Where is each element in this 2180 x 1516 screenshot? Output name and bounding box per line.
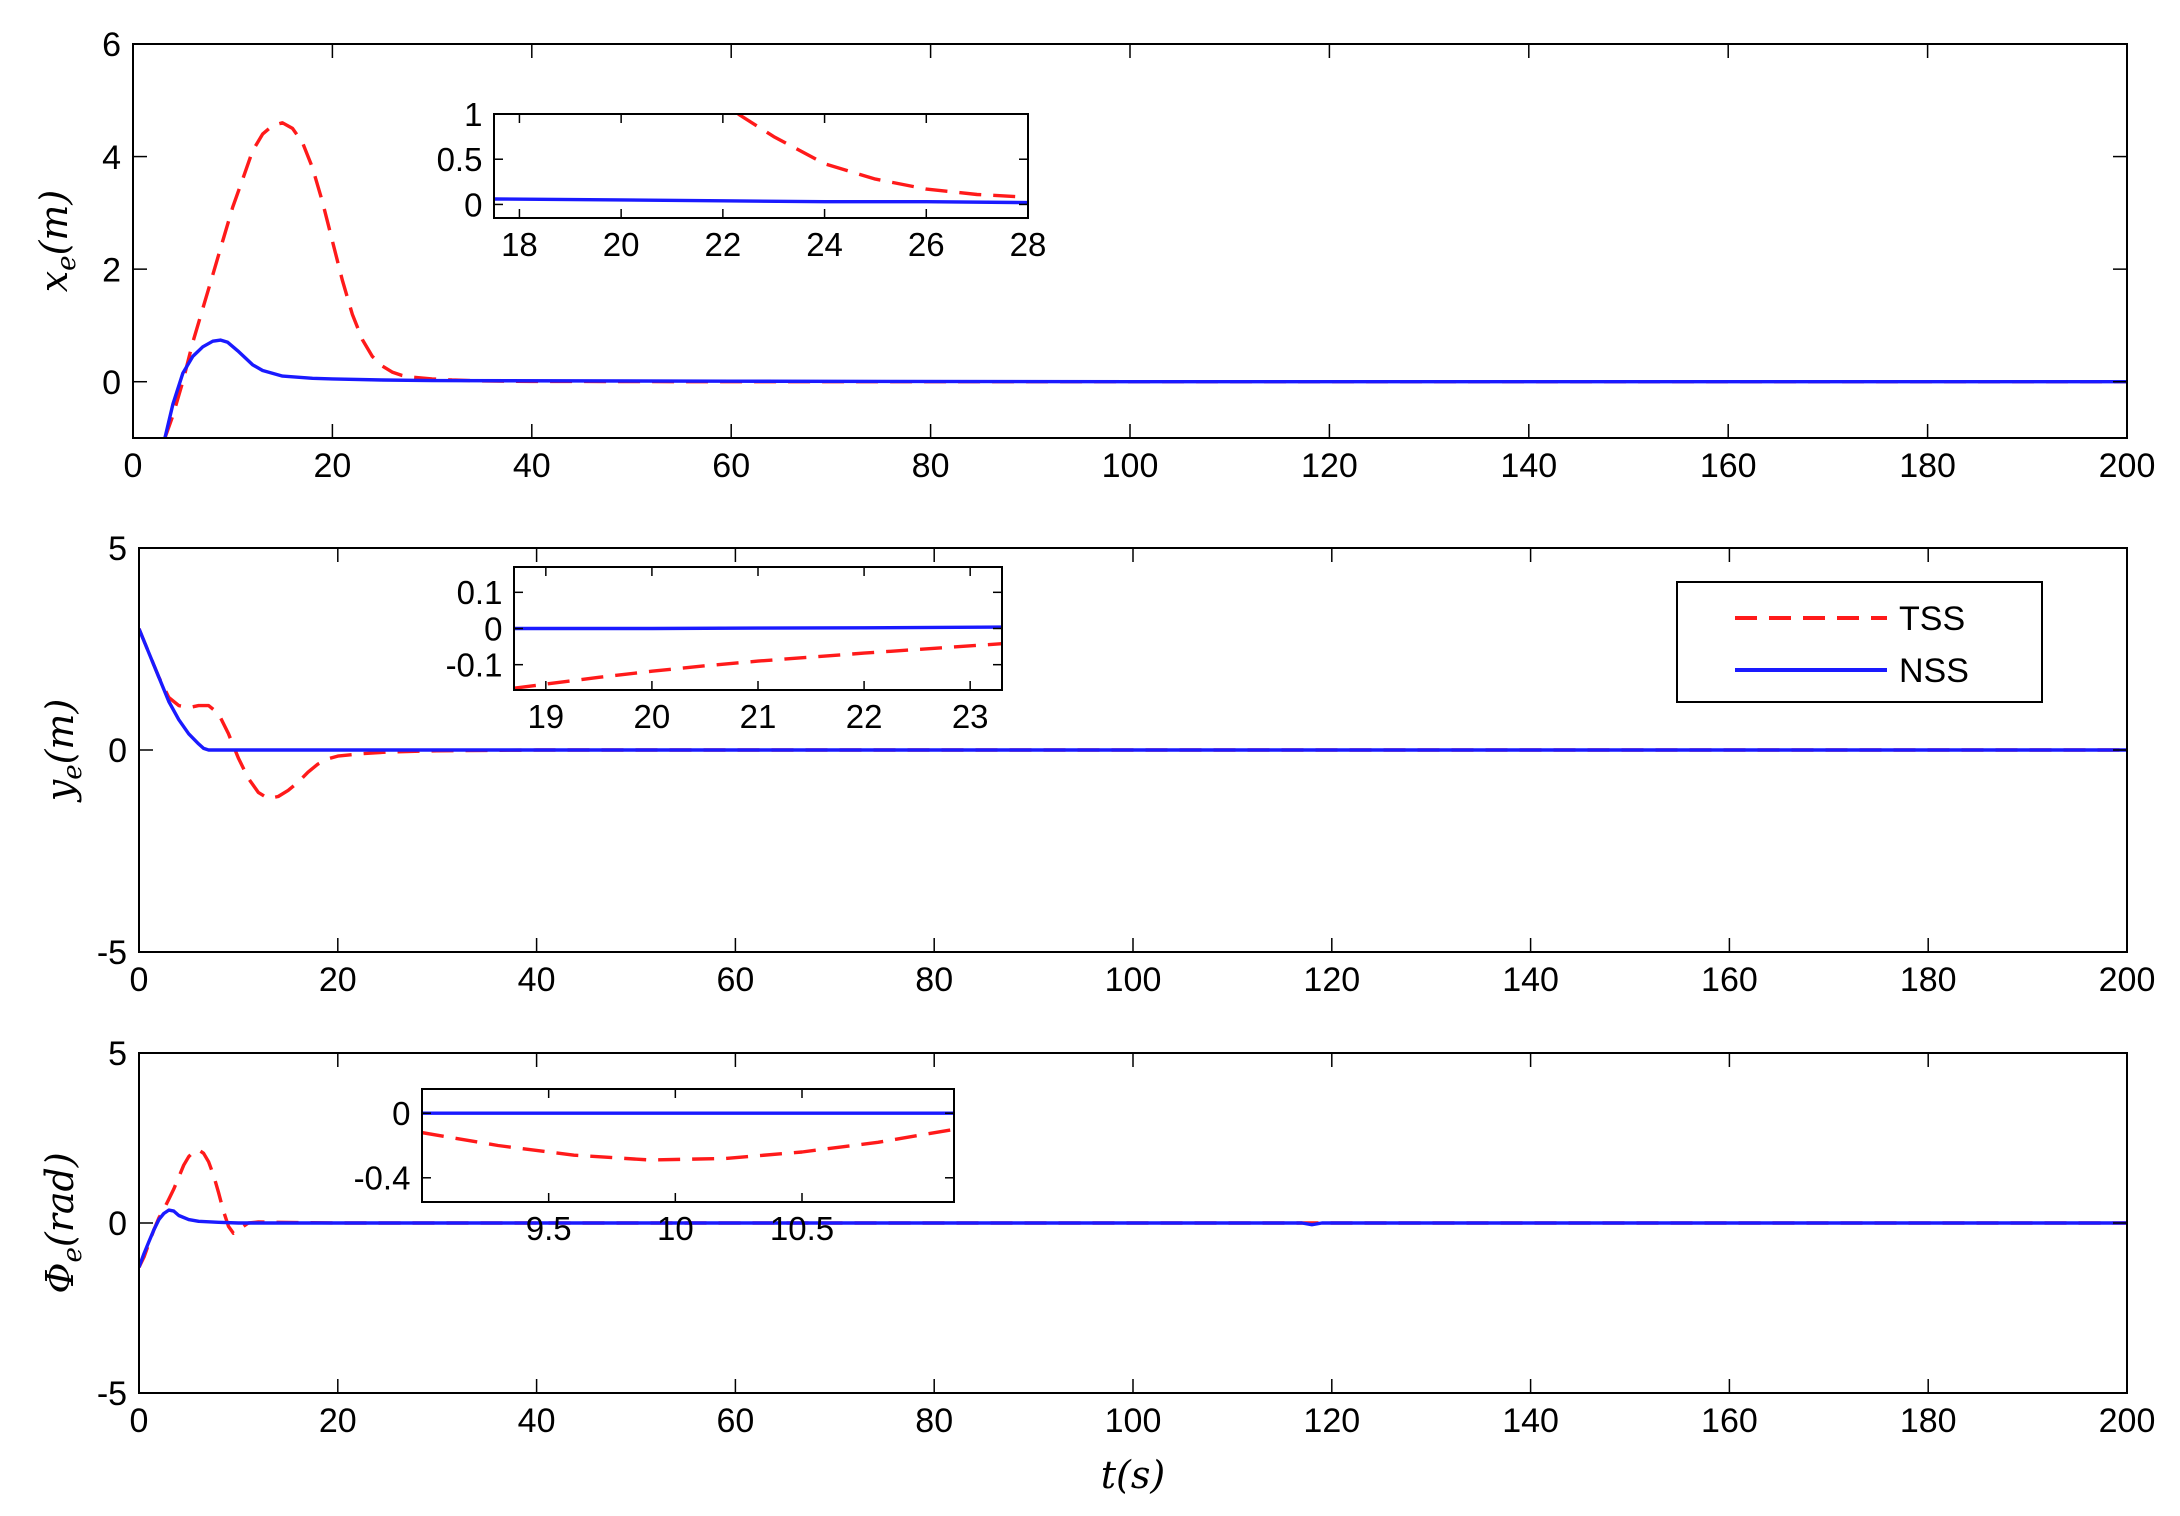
subplot-1-xtick-label: 100 xyxy=(1102,447,1159,485)
subplot-1-inset-xtick-label: 28 xyxy=(1010,226,1047,263)
subplot-1-inset-series-nss xyxy=(494,197,1028,205)
subplot-2-ylabel: ye(m) xyxy=(38,699,88,804)
subplot-2-ytick-label: -5 xyxy=(97,934,127,972)
subplot-3-inset-xtick-label: 10 xyxy=(657,1210,694,1247)
legend-label-nss: NSS xyxy=(1899,652,1969,690)
subplot-3-ytick-label: 5 xyxy=(108,1035,127,1073)
subplot-1-xtick-label: 160 xyxy=(1700,447,1757,485)
subplot-1-series-nss xyxy=(163,338,2127,438)
subplot-3-xtick-label: 160 xyxy=(1701,1402,1758,1440)
subplot-3-series-nss xyxy=(139,1208,2127,1268)
subplot-1-inset-xtick-label: 20 xyxy=(603,226,640,263)
subplot-3-ytick-label: -5 xyxy=(97,1375,127,1413)
subplot-3-ylabel: Φe(rad) xyxy=(38,1152,88,1293)
subplot-2-inset-xtick-label: 19 xyxy=(527,698,564,735)
subplot-2-xtick-label: 140 xyxy=(1502,961,1559,999)
legend: TSS NSS xyxy=(1676,581,2043,703)
subplot-2-xtick-label: 80 xyxy=(915,961,953,999)
subplot-1-inset-xtick-label: 22 xyxy=(704,226,741,263)
subplot-2-series-nss xyxy=(139,628,2127,752)
subplot-2-inset-xtick-label: 21 xyxy=(740,698,777,735)
subplot-2-xtick-label: 20 xyxy=(319,961,357,999)
subplot-3-xtick-label: 180 xyxy=(1900,1402,1957,1440)
subplot-2-xtick-label: 60 xyxy=(716,961,754,999)
subplot-1-ylabel: xe(m) xyxy=(32,190,82,293)
subplot-1-xtick-label: 40 xyxy=(513,447,551,485)
subplot-1-inset-xtick-label: 24 xyxy=(806,226,843,263)
subplot-3-inset-ytick-label: 0 xyxy=(392,1095,410,1132)
subplot-2-inset-ytick-label: 0.1 xyxy=(457,574,503,611)
subplot-2-ytick-label: 0 xyxy=(108,732,127,770)
subplot-3-inset-ytick-label: -0.4 xyxy=(354,1160,411,1197)
subplot-2-xtick-label: 0 xyxy=(130,961,149,999)
subplot-3-inset-frame xyxy=(421,1088,955,1203)
subplot-1-ytick-label: 4 xyxy=(102,139,121,177)
subplot-2-inset-ytick-label: -0.1 xyxy=(446,647,503,684)
subplot-2-xtick-label: 180 xyxy=(1900,961,1957,999)
subplot-3-inset-series-tss xyxy=(422,1127,954,1162)
subplot-1-xtick-label: 140 xyxy=(1500,447,1557,485)
subplot-2-inset-xtick-label: 23 xyxy=(952,698,989,735)
subplot-2-inset-ytick-label: 0 xyxy=(484,610,502,647)
subplot-3-xtick-label: 140 xyxy=(1502,1402,1559,1440)
subplot-2-xtick-label: 200 xyxy=(2099,961,2156,999)
subplot-2-inset-xtick-label: 22 xyxy=(846,698,883,735)
subplot-1-xtick-label: 200 xyxy=(2099,447,2156,485)
subplot-2-inset-series-nss xyxy=(514,625,1002,631)
subplot-2-xtick-label: 100 xyxy=(1105,961,1162,999)
subplot-2-inset-series-tss xyxy=(514,642,1002,690)
subplot-1-inset-frame xyxy=(493,113,1029,219)
subplot-1-inset-ytick-label: 1 xyxy=(464,96,482,133)
subplot-2-inset: 19 20 21 22 23 0.10-0.1 xyxy=(446,566,1003,735)
subplot-2-ytick-label: 5 xyxy=(108,530,127,568)
subplot-1-inset: 18 20 22 24 26 28 0 0.5 1 xyxy=(437,96,1047,263)
subplot-3-xtick-label: 80 xyxy=(915,1402,953,1440)
subplot-3-xtick-label: 60 xyxy=(716,1402,754,1440)
subplot-1-inset-xtick-label: 26 xyxy=(908,226,945,263)
subplot-1-xtick-label: 80 xyxy=(912,447,950,485)
subplot-2-xtick-label: 40 xyxy=(518,961,556,999)
subplot-2-xtick-label: 120 xyxy=(1303,961,1360,999)
subplot-3-inset-xtick-label: 9.5 xyxy=(526,1210,572,1247)
subplot-1-ytick-label: 2 xyxy=(102,251,121,289)
subplot-1-ytick-label: 0 xyxy=(102,364,121,402)
subplot-3-xtick-label: 100 xyxy=(1105,1402,1162,1440)
subplot-1-xtick-label: 20 xyxy=(313,447,351,485)
subplot-3-inset-xtick-label: 10.5 xyxy=(770,1210,834,1247)
subplot-3-xtick-label: 40 xyxy=(518,1402,556,1440)
legend-label-tss: TSS xyxy=(1899,600,1965,638)
subplot-1-xtick-label: 120 xyxy=(1301,447,1358,485)
subplot-2-xtick-label: 160 xyxy=(1701,961,1758,999)
subplot-3-inset: 9.5 10 10.5 0 -0.4 xyxy=(354,1088,955,1247)
subplot-3-xtick-label: 0 xyxy=(130,1402,149,1440)
subplot-3-xtick-label: 200 xyxy=(2099,1402,2156,1440)
subplot-3-xtick-label: 120 xyxy=(1303,1402,1360,1440)
subplot-1-inset-ytick-label: 0.5 xyxy=(437,141,483,178)
subplot-3-ytick-label: 0 xyxy=(108,1205,127,1243)
subplot-1-ytick-label: 6 xyxy=(102,26,121,64)
subplot-3-xlabel: t(s) xyxy=(1101,1453,1165,1497)
subplot-3-xtick-label: 20 xyxy=(319,1402,357,1440)
subplot-1-inset-xtick-label: 18 xyxy=(501,226,538,263)
subplot-1-xtick-label: 60 xyxy=(712,447,750,485)
subplot-1-inset-series-tss xyxy=(737,114,1028,199)
subplot-1-xtick-label: 180 xyxy=(1899,447,1956,485)
subplot-1-inset-ytick-label: 0 xyxy=(464,186,482,223)
subplot-3: 0 20 40 60 80 100 120 140 160 180 200-505Φe(rad)t(… xyxy=(38,1035,2155,1497)
subplot-2-inset-xtick-label: 20 xyxy=(634,698,671,735)
subplot-1-xtick-label: 0 xyxy=(124,447,143,485)
